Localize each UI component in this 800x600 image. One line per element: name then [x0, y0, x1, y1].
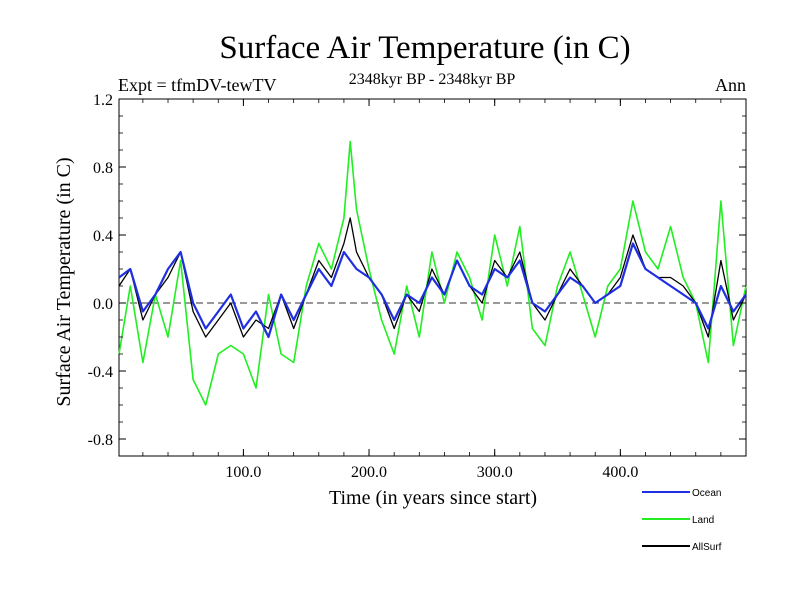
y-tick-label: 1.2 — [93, 92, 113, 109]
x-axis-label: Time (in years since start) — [329, 487, 537, 509]
y-axis-label: Surface Air Temperature (in C) — [53, 157, 75, 406]
x-tick-label: 400.0 — [602, 464, 638, 481]
legend-label-allsurf: AllSurf — [692, 542, 722, 553]
expt-label: Expt = tfmDV-tewTV — [118, 75, 276, 95]
legend-label-ocean: Ocean — [692, 488, 721, 499]
x-tick-label: 300.0 — [477, 464, 513, 481]
period-label: 2348kyr BP - 2348kyr BP — [349, 71, 516, 88]
y-tick-label: -0.8 — [88, 432, 113, 449]
y-tick-label: 0.8 — [93, 160, 113, 177]
y-tick-label: 0.4 — [93, 228, 113, 245]
x-tick-label: 200.0 — [351, 464, 387, 481]
x-tick-label: 100.0 — [225, 464, 261, 481]
plot-area — [118, 98, 747, 457]
y-tick-label: -0.4 — [88, 364, 113, 381]
season-label: Ann — [715, 75, 746, 95]
chart-title: Surface Air Temperature (in C) — [219, 30, 630, 66]
legend: Ocean Land AllSurf — [642, 488, 722, 553]
series-line-land — [118, 140, 747, 406]
series-line-ocean — [118, 242, 747, 339]
legend-label-land: Land — [692, 515, 714, 526]
axis-ticks: -0.8 -0.4 0.0 0.4 0.8 1.2 100.0 200.0 300.0 400.0 — [88, 92, 746, 481]
y-tick-label: 0.0 — [93, 296, 113, 313]
